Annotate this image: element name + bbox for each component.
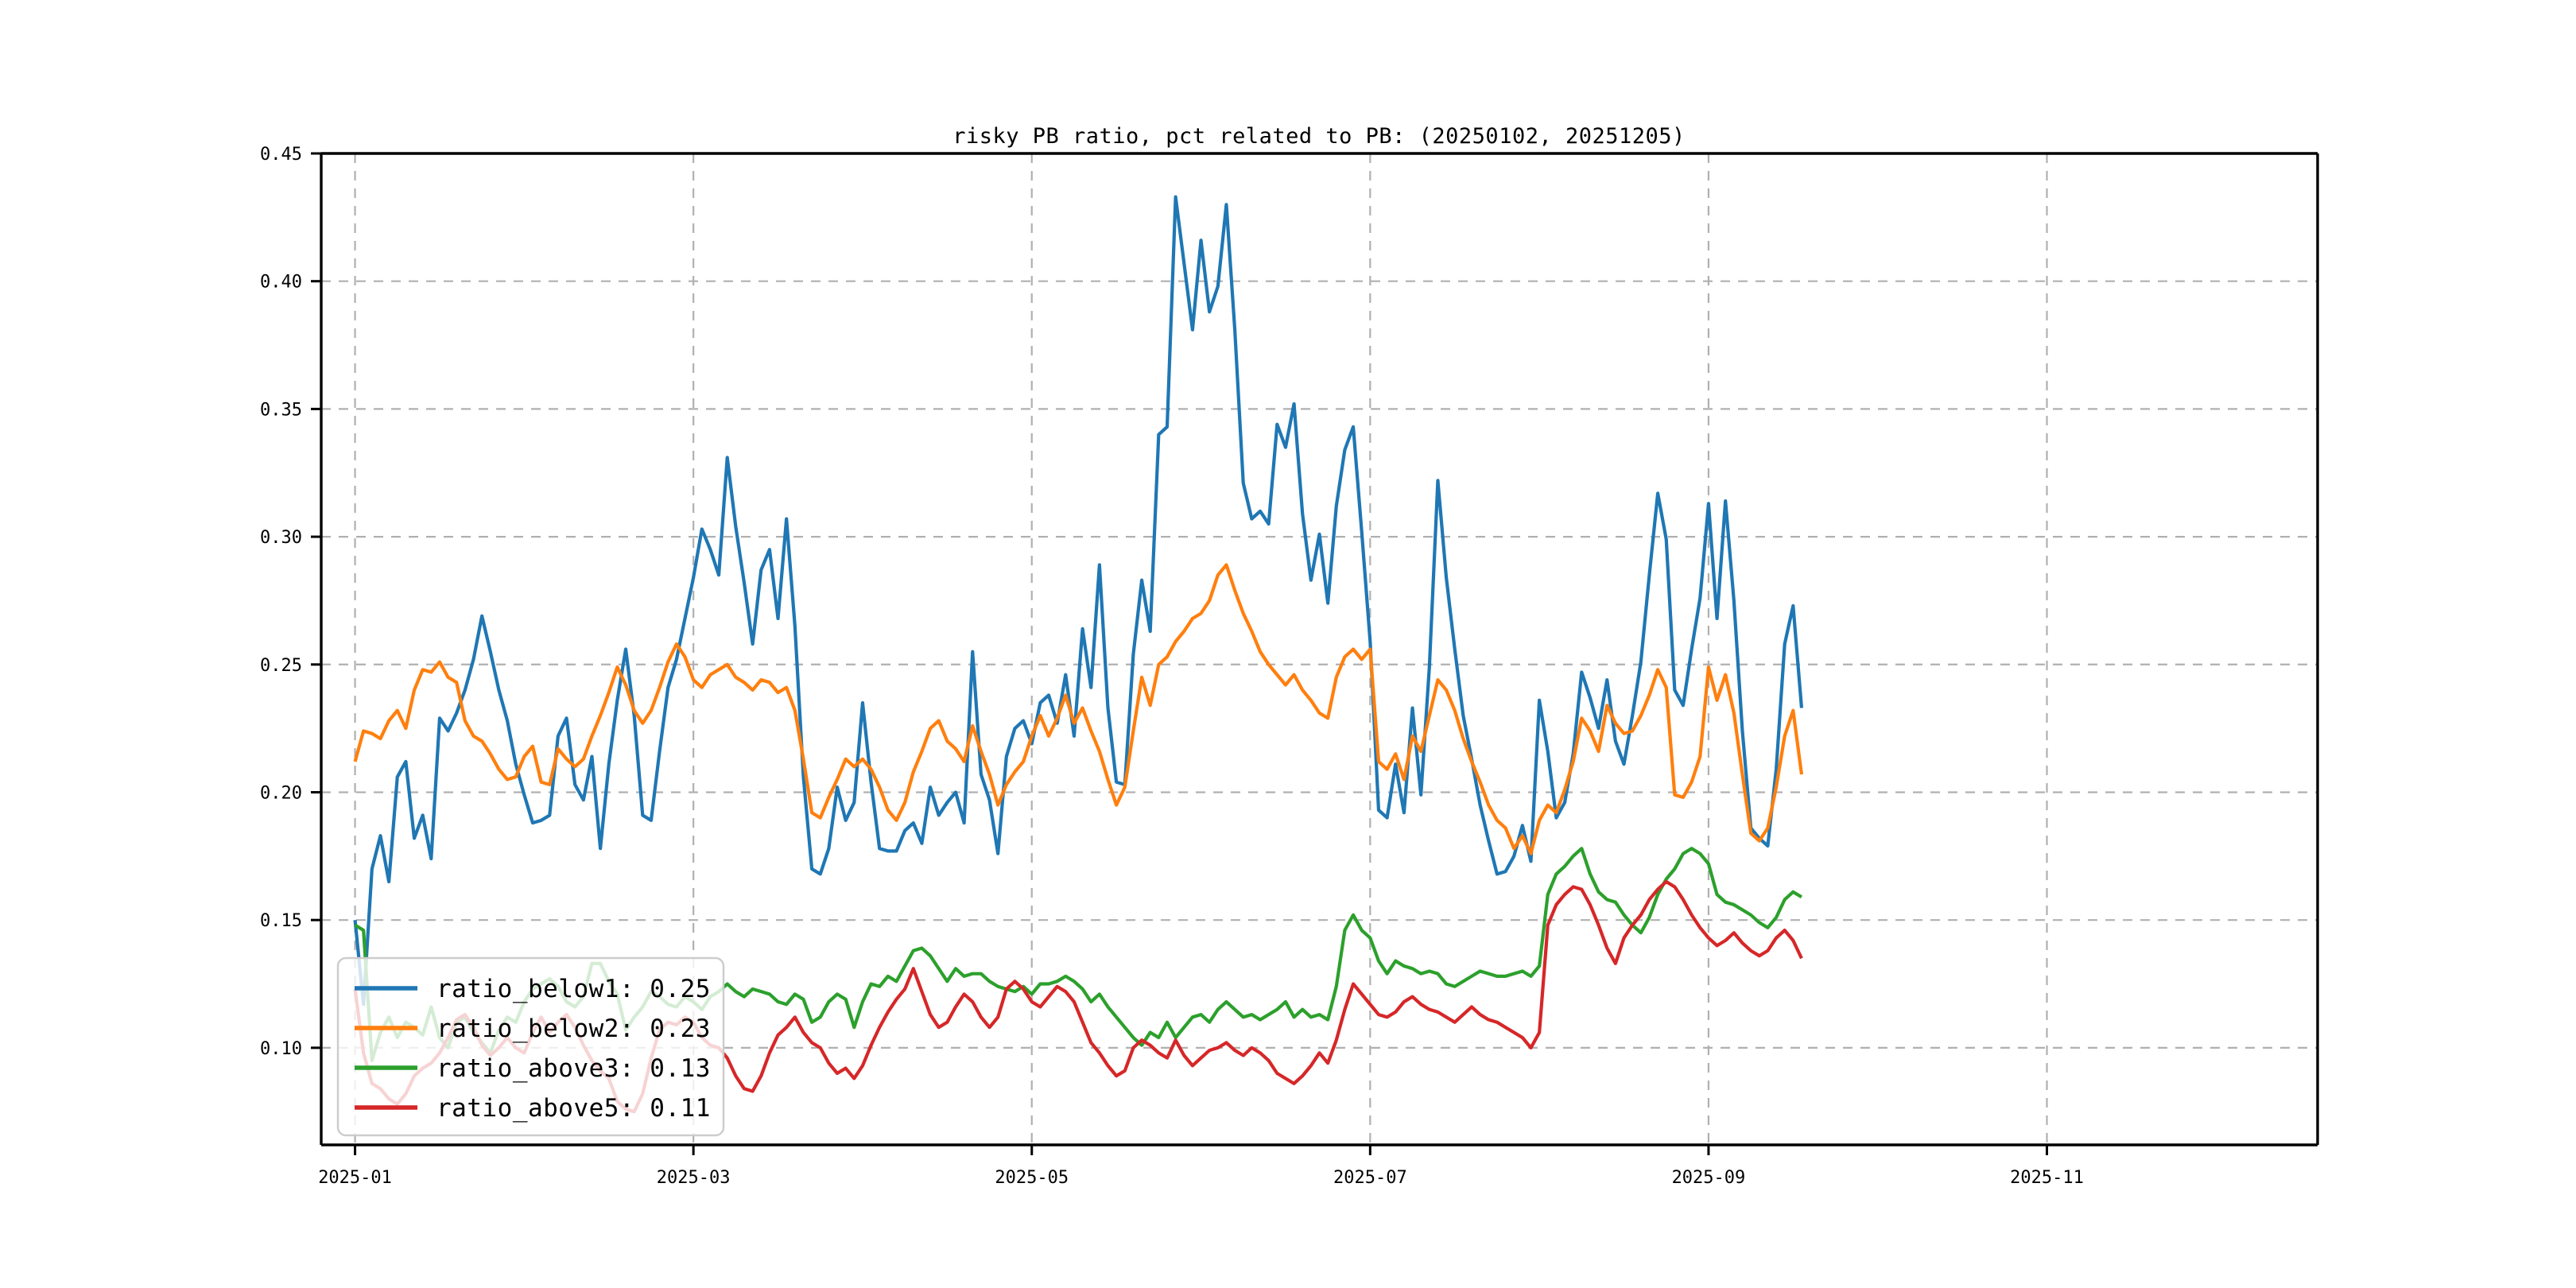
legend-box (336, 956, 725, 1137)
y-tick-label-3: 0.25 (260, 656, 302, 676)
axis-spines (320, 152, 2319, 1146)
y-tick-label-5: 0.35 (260, 400, 302, 420)
x-tick-label-2: 2025-05 (995, 1168, 1069, 1188)
legend-label-ratio_below2[interactable]: ratio_below2: 0.23 (436, 1014, 711, 1043)
y-tick-label-4: 0.30 (260, 528, 302, 548)
y-tick-label-7: 0.45 (260, 145, 302, 165)
x-tick-label-1: 2025-03 (657, 1168, 731, 1188)
y-tick-label-0: 0.10 (260, 1039, 302, 1059)
legend-label-ratio_below1[interactable]: ratio_below1: 0.25 (436, 975, 711, 1003)
series-line-ratio_below2 (353, 563, 1804, 855)
chart-title: risky PB ratio, pct related to PB: (2025… (952, 124, 1686, 149)
x-tick-label-5: 2025-11 (2010, 1168, 2084, 1188)
chart-legend[interactable]: ratio_below1: 0.25 ratio_below2: 0.23 rati… (336, 956, 725, 1137)
y-tick-label-2: 0.20 (260, 783, 302, 803)
series-line-ratio_below1 (353, 195, 1804, 1007)
x-tick-label-0: 2025-01 (318, 1168, 392, 1188)
x-tick-label-4: 2025-09 (1672, 1168, 1746, 1188)
legend-label-ratio_above5[interactable]: ratio_above5: 0.11 (436, 1094, 711, 1123)
x-tick-label-3: 2025-07 (1333, 1168, 1407, 1188)
y-tick-label-1: 0.15 (260, 911, 302, 931)
y-axis-ticks: 0.10 0.15 0.20 0.25 0.30 0.35 0.40 0.45 (260, 145, 321, 1059)
legend-label-ratio_above3[interactable]: ratio_above3: 0.13 (436, 1054, 711, 1083)
x-axis-ticks: 2025-01 2025-03 2025-05 2025-07 2025-09 2025-… (318, 1145, 2084, 1188)
y-tick-label-6: 0.40 (260, 273, 302, 293)
